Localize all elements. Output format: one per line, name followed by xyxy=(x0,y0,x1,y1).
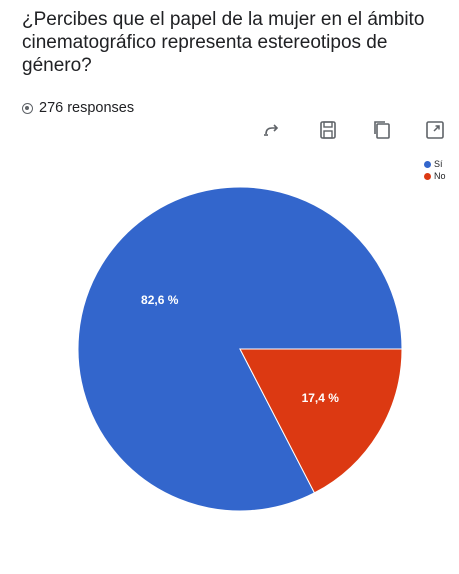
copy-icon[interactable] xyxy=(370,118,394,142)
chart-title: ¿Percibes que el papel de la mujer en el… xyxy=(22,9,425,76)
responses-icon xyxy=(22,102,33,114)
legend-swatch-si xyxy=(424,160,431,168)
swap-icon[interactable] xyxy=(260,118,284,142)
legend-item-si: Sí xyxy=(424,158,446,170)
chart-toolbar xyxy=(260,118,450,144)
pie-slice-no[interactable] xyxy=(239,348,403,494)
legend-item-no: No xyxy=(424,170,446,182)
legend-swatch-no xyxy=(424,172,431,180)
slice-label-no: 17,4 % xyxy=(302,391,340,405)
save-icon[interactable] xyxy=(316,118,340,142)
expand-icon[interactable] xyxy=(423,118,447,142)
pie-slices xyxy=(77,186,403,512)
slice-label-si: 82,6 % xyxy=(141,293,179,307)
responses-count: 276 responses xyxy=(22,100,134,116)
responses-label: 276 responses xyxy=(39,100,135,116)
chart-legend: Sí No xyxy=(424,158,446,182)
legend-label-si: Sí xyxy=(434,159,443,169)
legend-label-no: No xyxy=(434,171,446,181)
pie-labels: 82,6 % 17,4 % xyxy=(141,293,339,405)
